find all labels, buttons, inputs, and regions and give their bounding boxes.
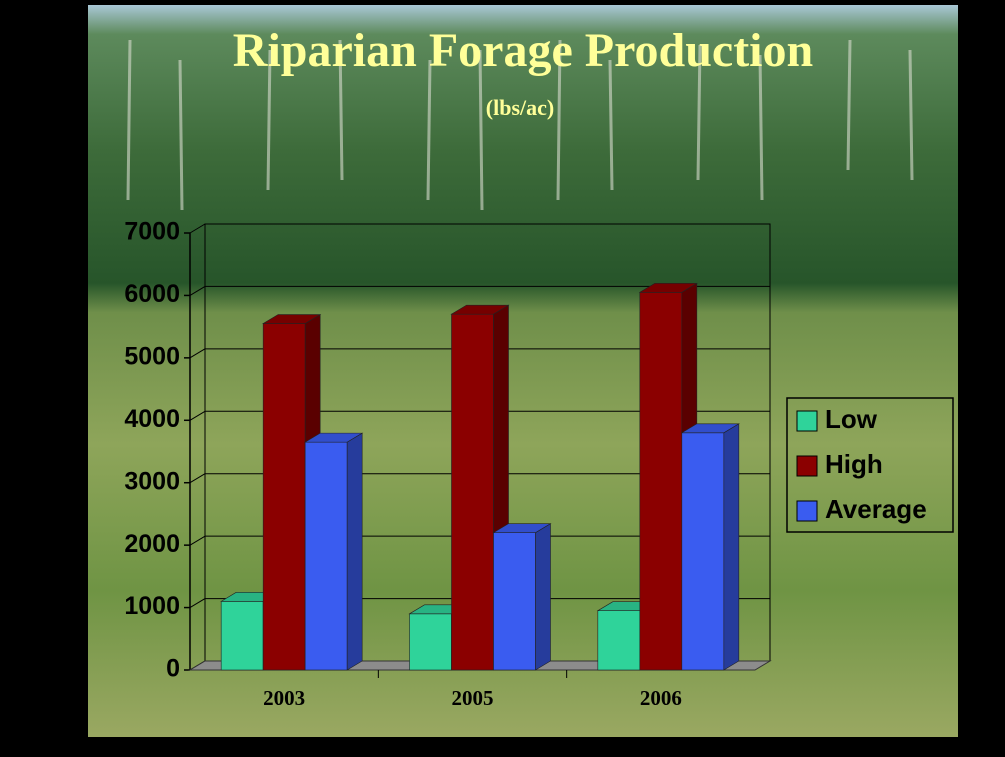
bar-front <box>494 533 536 670</box>
legend-swatch <box>797 501 817 521</box>
bar <box>305 433 362 670</box>
x-tick-label: 2006 <box>640 686 682 710</box>
bar-side <box>536 524 551 670</box>
y-tick-label: 1000 <box>124 592 180 620</box>
chart-subtitle: (lbs/ac) <box>486 95 554 120</box>
bar-front <box>682 433 724 670</box>
bar-front <box>221 601 263 670</box>
legend-label: High <box>825 449 883 479</box>
legend-label: Average <box>825 494 927 524</box>
y-tick-label: 2000 <box>124 530 180 558</box>
legend-label: Low <box>825 404 878 434</box>
y-tick-label: 5000 <box>124 342 180 370</box>
bar <box>682 424 739 670</box>
bar-front <box>452 314 494 670</box>
bar-front <box>598 611 640 670</box>
bar-front <box>305 442 347 670</box>
bar-side <box>347 433 362 670</box>
x-tick-label: 2005 <box>452 686 494 710</box>
y-tick-label: 4000 <box>124 405 180 433</box>
y-tick-label: 3000 <box>124 467 180 495</box>
bar-front <box>640 292 682 670</box>
bar-front <box>410 614 452 670</box>
bar-side <box>724 424 739 670</box>
x-tick-label: 2003 <box>263 686 305 710</box>
chart-title: Riparian Forage Production <box>233 24 813 77</box>
legend-swatch <box>797 456 817 476</box>
legend-swatch <box>797 411 817 431</box>
y-tick-label: 0 <box>166 655 180 683</box>
bar <box>494 524 551 670</box>
y-tick-label: 7000 <box>124 218 180 246</box>
y-tick-label: 6000 <box>124 280 180 308</box>
page: Riparian Forage Production (lbs/ac) 0 100… <box>0 0 1005 757</box>
bar-front <box>263 324 305 670</box>
chart: Riparian Forage Production (lbs/ac) 0 100… <box>0 0 1005 757</box>
